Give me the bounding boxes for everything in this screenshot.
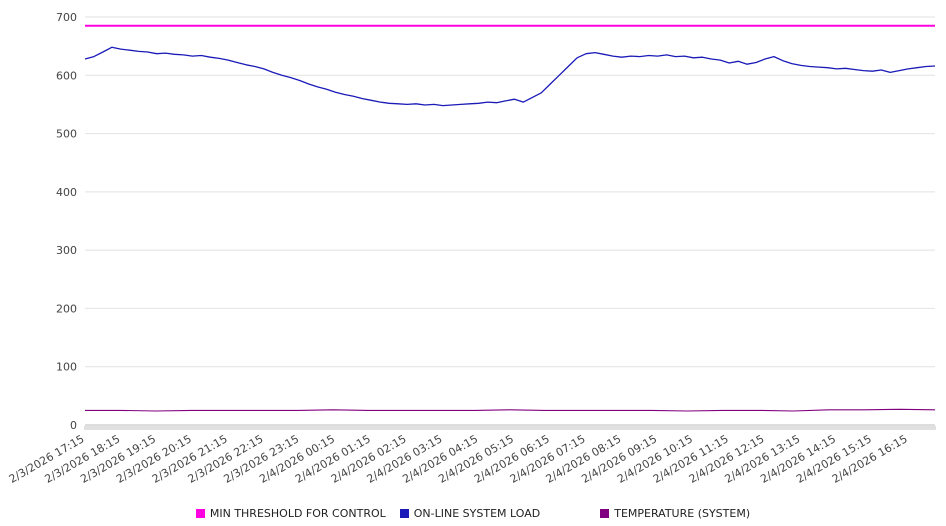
legend-label-temperature-system: TEMPERATURE (SYSTEM) [614, 507, 751, 520]
legend-item-min-threshold[interactable]: MIN THRESHOLD FOR CONTROL [195, 507, 386, 520]
legend-label-min-threshold: MIN THRESHOLD FOR CONTROL [209, 507, 386, 520]
y-axis-label: 400 [56, 186, 77, 199]
legend-swatch-online-system-load-icon [399, 509, 409, 518]
y-axis-label: 0 [70, 419, 77, 432]
y-axis-label: 200 [56, 302, 77, 315]
legend-label-online-system-load: ON-LINE SYSTEM LOAD [413, 507, 541, 520]
gridlines [85, 16, 935, 426]
legend-item-temperature-system[interactable]: TEMPERATURE (SYSTEM) [600, 507, 750, 520]
series-line-temperature-system [85, 408, 936, 412]
y-axis-label: 500 [56, 128, 77, 141]
y-axis-label: 300 [56, 244, 77, 257]
legend-swatch-temperature-system-icon [600, 509, 610, 518]
y-axis-labels: 0 100 200 300 400 500 600 700 [56, 11, 77, 432]
chart-legend: MIN THRESHOLD FOR CONTROL ON-LINE SYSTEM… [0, 507, 946, 520]
series-line-on-line-system-load [84, 46, 936, 107]
series-lines [84, 24, 936, 412]
load-chart: 0 100 200 300 400 500 600 700 2/3/2026 17:152/3/… [7, 11, 936, 486]
legend-item-online-system-load[interactable]: ON-LINE SYSTEM LOAD [399, 507, 541, 520]
x-axis-labels: 2/3/2026 17:152/3/2026 18:152/3/2026 19:… [7, 432, 910, 486]
y-axis-label: 700 [56, 11, 77, 24]
x-axis-ticks [84, 424, 936, 430]
y-axis-label: 100 [56, 361, 77, 374]
y-axis-label: 600 [56, 69, 77, 82]
legend-swatch-min-threshold-icon [195, 509, 205, 518]
